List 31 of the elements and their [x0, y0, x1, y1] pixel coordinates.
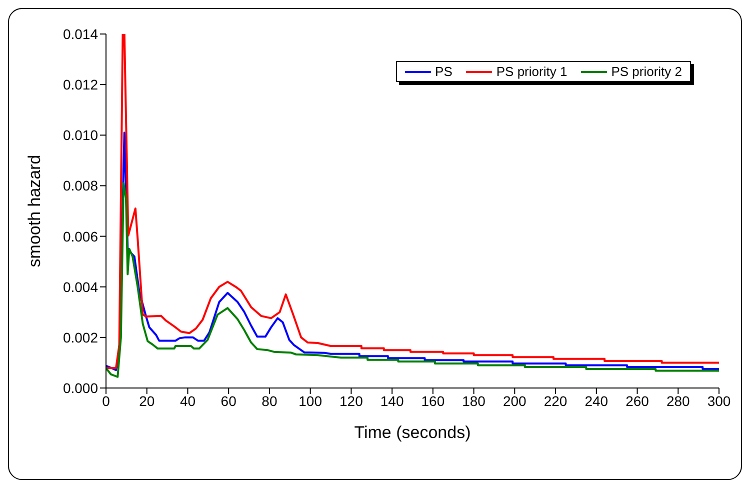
x-tick-label: 180: [462, 392, 486, 409]
y-axis-title: smooth hazard: [25, 154, 44, 268]
legend-label: PS priority 1: [496, 64, 568, 79]
line-series: [106, 182, 719, 378]
legend-label: PS priority 2: [611, 64, 682, 79]
x-tick-label: 100: [298, 392, 322, 409]
x-tick-label: 200: [502, 392, 527, 409]
x-tick-label: 300: [707, 392, 731, 409]
x-tick-label: 20: [139, 392, 155, 409]
x-tick-label: 140: [380, 392, 404, 409]
legend-label: PS: [435, 64, 452, 79]
x-tick-label: 220: [544, 392, 568, 409]
y-tick-label: 0.004: [62, 278, 98, 295]
y-tick-label: 0.010: [62, 127, 98, 144]
x-tick-label: 80: [262, 392, 278, 409]
y-tick-label: 0.002: [62, 329, 98, 346]
x-tick-label: 160: [421, 392, 445, 409]
x-tick-label: 280: [666, 392, 690, 409]
y-tick-label: 0.006: [62, 228, 98, 244]
y-tick-label: 0.000: [62, 380, 98, 396]
x-tick-label: 0: [102, 392, 110, 409]
x-tick-label: 40: [180, 392, 196, 409]
x-tick-label: 120: [340, 392, 364, 409]
x-tick-label: 240: [584, 392, 608, 409]
x-tick-label: 260: [626, 392, 650, 409]
y-tick-label: 0.014: [62, 26, 98, 42]
x-axis-title: Time (seconds): [354, 423, 471, 442]
x-tick-label: 60: [220, 392, 237, 409]
y-tick-label: 0.008: [62, 178, 98, 194]
y-tick-label: 0.012: [62, 76, 98, 93]
line-series: [106, 34, 719, 370]
